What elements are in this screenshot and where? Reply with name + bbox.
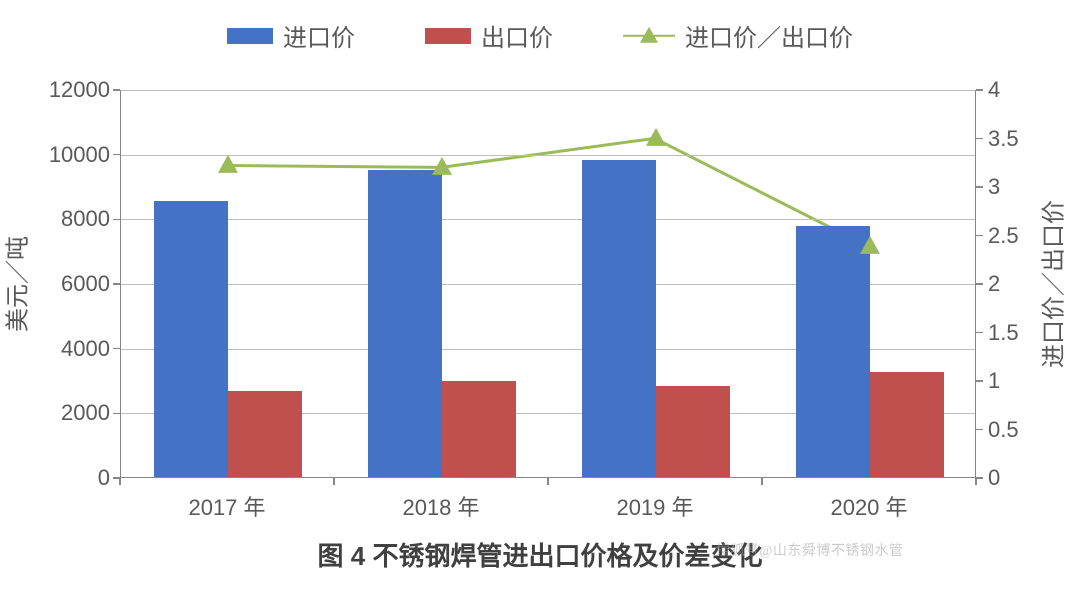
- bar-export: [442, 381, 516, 477]
- bar-import: [582, 160, 656, 477]
- y-right-tick: 1: [988, 368, 1048, 394]
- legend: 进口价 出口价 进口价／出口价: [0, 18, 1080, 53]
- y-left-tick: 6000: [30, 271, 110, 297]
- plot-area: [120, 90, 976, 478]
- grid-line: [121, 155, 975, 156]
- bar-export: [656, 386, 730, 477]
- bar-import: [796, 226, 870, 477]
- y-left-tick: 8000: [30, 206, 110, 232]
- triangle-marker-icon: [860, 236, 880, 254]
- grid-line: [121, 90, 975, 91]
- legend-label-export: 出口价: [481, 18, 553, 53]
- y-left-tick: 4000: [30, 336, 110, 362]
- y-right-tick: 3.5: [988, 126, 1048, 152]
- legend-label-ratio: 进口价／出口价: [685, 18, 853, 53]
- legend-swatch-import: [227, 28, 273, 44]
- x-tick: 2019 年: [616, 490, 693, 522]
- bar-export: [228, 391, 302, 477]
- legend-item-bar2: 出口价: [425, 18, 553, 53]
- chart-caption: 图 4 不锈钢焊管进出口价格及价差变化: [0, 536, 1080, 573]
- legend-item-bar1: 进口价: [227, 18, 355, 53]
- y-axis-left-label: 美元／吨: [0, 236, 33, 332]
- bar-export: [870, 372, 944, 477]
- legend-swatch-export: [425, 28, 471, 44]
- y-right-tick: 0: [988, 465, 1048, 491]
- bar-import: [368, 170, 442, 477]
- y-right-tick: 2: [988, 271, 1048, 297]
- x-tick: 2017 年: [188, 490, 265, 522]
- legend-label-import: 进口价: [283, 18, 355, 53]
- grid-line: [121, 219, 975, 220]
- y-left-tick: 2000: [30, 400, 110, 426]
- triangle-marker-icon: [646, 127, 666, 145]
- y-right-tick: 0.5: [988, 417, 1048, 443]
- y-left-tick: 10000: [30, 142, 110, 168]
- y-left-tick: 0: [30, 465, 110, 491]
- legend-swatch-ratio: [623, 28, 675, 44]
- legend-item-line: 进口价／出口价: [623, 18, 853, 53]
- y-right-tick: 4: [988, 77, 1048, 103]
- chart-container: 进口价 出口价 进口价／出口价 美元／吨 进口价／出口价 图 4 不锈钢焊管进出…: [0, 0, 1080, 612]
- x-tick: 2020 年: [830, 490, 907, 522]
- y-right-tick: 2.5: [988, 223, 1048, 249]
- y-left-tick: 12000: [30, 77, 110, 103]
- bar-import: [154, 201, 228, 477]
- y-right-tick: 1.5: [988, 320, 1048, 346]
- triangle-marker-icon: [218, 154, 238, 172]
- y-right-tick: 3: [988, 174, 1048, 200]
- x-tick: 2018 年: [402, 490, 479, 522]
- triangle-marker-icon: [432, 156, 452, 174]
